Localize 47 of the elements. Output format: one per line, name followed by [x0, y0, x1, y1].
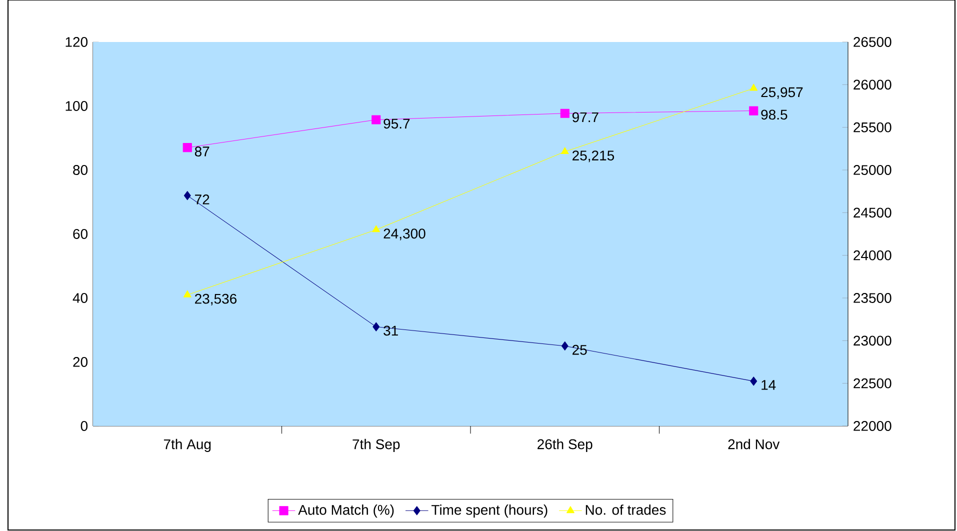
y-tick-label: 100: [66, 101, 88, 111]
data-label: 24,300: [384, 228, 426, 240]
y2-tick-label: 23000: [854, 336, 892, 346]
data-label: 23,536: [195, 294, 237, 306]
data-label: 97.7: [572, 112, 598, 122]
point: [750, 376, 758, 386]
y-tick-label: 120: [66, 37, 88, 47]
y2-tick-label: 25500: [854, 122, 892, 132]
y2-tick-label: 26500: [854, 37, 892, 47]
x-tick-label: 7th Sep: [352, 438, 400, 452]
data-label: 25,215: [572, 150, 614, 162]
legend-label: Auto Match (%): [298, 504, 394, 518]
x-tick-label: 2nd Nov: [728, 438, 780, 450]
data-label: 95.7: [384, 118, 410, 129]
point: [372, 225, 380, 232]
point: [372, 115, 381, 124]
point: [183, 290, 192, 298]
point: [560, 147, 569, 154]
y-tick-label: 60: [73, 229, 88, 239]
legend-label: No. of trades: [586, 504, 666, 515]
y2-tick-label: 22500: [854, 378, 892, 388]
y-tick-label: 20: [73, 357, 88, 367]
data-label: 87: [194, 146, 210, 156]
data-label: 31: [384, 326, 398, 336]
data-label: 14: [762, 380, 776, 390]
y2-tick-label: 22000: [854, 421, 892, 431]
y2-tick-label: 24000: [854, 250, 892, 260]
y-tick-label: 80: [73, 165, 88, 175]
y2-tick-label: 24500: [854, 208, 892, 218]
legend-label: Time spent (hours): [431, 504, 548, 518]
y-tick-label: 0: [80, 421, 88, 431]
x-tick-label: 26th Sep: [538, 438, 592, 452]
data-label: 72: [195, 194, 210, 204]
x-tick-label: 7th Aug: [164, 438, 211, 452]
point: [184, 191, 191, 200]
point: [561, 341, 568, 351]
data-label: 98.5: [761, 110, 788, 120]
y-tick-label: 40: [72, 293, 88, 303]
data-label: 25,957: [761, 87, 803, 99]
point: [749, 106, 758, 116]
point: [372, 322, 380, 332]
y2-tick-label: 25000: [854, 165, 892, 175]
point: [182, 143, 192, 152]
y2-tick-label: 23500: [854, 293, 892, 303]
point: [560, 108, 570, 118]
point: [750, 84, 758, 91]
y2-tick-label: 26000: [854, 80, 892, 90]
